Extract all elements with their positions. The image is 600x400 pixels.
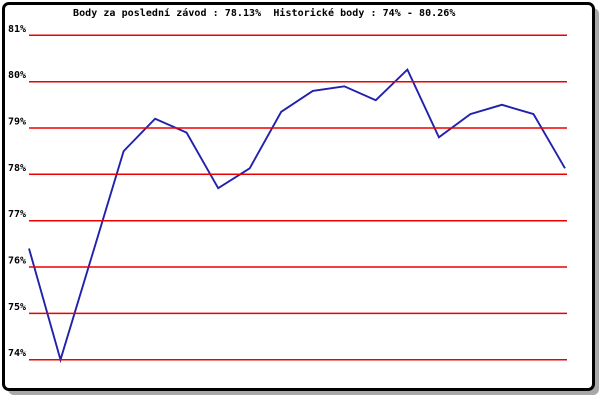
y-tick-label: 78% [8,163,26,174]
y-tick-label: 79% [8,117,26,128]
chart-title: Body za poslední závod : 78.13% Historic… [73,8,456,19]
y-tick-label: 76% [8,256,26,267]
y-tick-label: 74% [8,348,26,359]
y-tick-label: 80% [8,70,26,81]
y-tick-label: 81% [8,24,26,35]
data-series-line [28,67,566,364]
y-tick-label: 75% [8,302,26,313]
chart-frame [2,2,595,391]
y-tick-label: 77% [8,209,26,220]
